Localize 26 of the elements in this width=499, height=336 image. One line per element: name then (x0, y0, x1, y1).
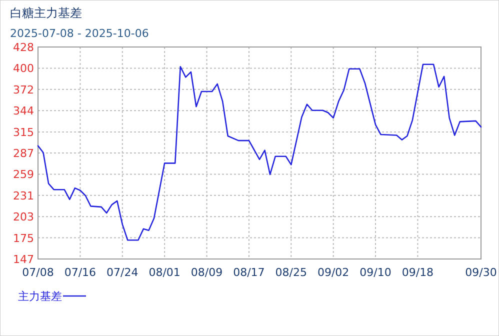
chart-title: 白糖主力基差 (10, 6, 82, 20)
line-series (37, 64, 482, 241)
x-tick-label: 08/09 (190, 266, 223, 279)
y-tick-label: 147 (13, 253, 34, 266)
x-tick-label: 09/18 (402, 266, 434, 279)
y-tick-label: 287 (13, 147, 34, 160)
y-tick-label: 231 (13, 189, 34, 202)
y-tick-label: 372 (13, 83, 34, 96)
y-tick-label: 344 (13, 104, 34, 118)
x-tick-label: 09/10 (360, 266, 392, 279)
y-tick-label: 259 (13, 168, 34, 182)
x-tick-label: 08/01 (148, 266, 180, 279)
y-tick-label: 428 (13, 41, 34, 54)
y-tick-label: 400 (13, 62, 34, 76)
x-tick-label: 09/02 (317, 266, 350, 279)
x-tick-label: 07/08 (22, 266, 54, 279)
x-tick-label: 07/24 (106, 266, 138, 279)
x-tick-label: 07/16 (64, 266, 96, 279)
y-tick-label: 315 (13, 126, 34, 139)
x-tick-label: 08/17 (233, 266, 265, 279)
chart-subtitle: 2025-07-08 - 2025-10-06 (10, 27, 149, 40)
x-tick-label: 08/25 (275, 266, 307, 279)
y-tick-label: 175 (13, 232, 34, 245)
y-tick-label: 203 (13, 210, 34, 224)
legend-label: 主力基差 (18, 290, 62, 303)
x-tick-label: 09/30 (465, 266, 497, 279)
